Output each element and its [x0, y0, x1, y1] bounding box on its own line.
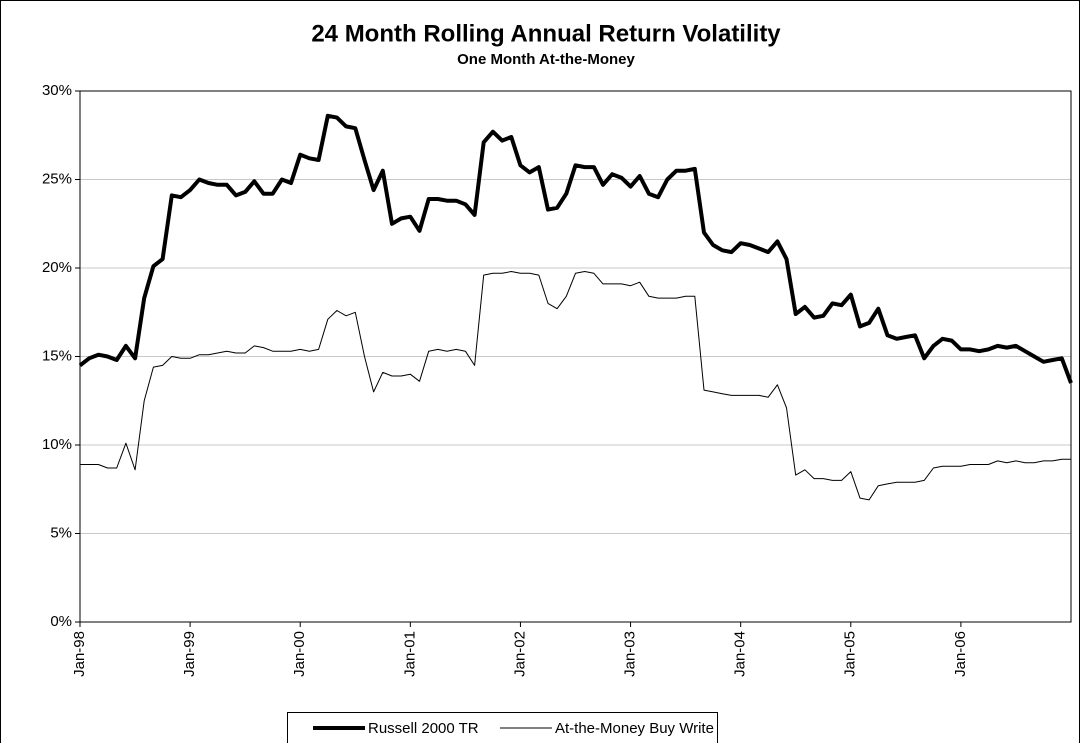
x-tick-label: Jan-05	[842, 631, 859, 677]
x-tick-label: Jan-01	[401, 631, 418, 677]
x-tick-label: Jan-03	[622, 631, 639, 677]
y-tick-label: 10%	[42, 436, 72, 453]
y-tick-label: 20%	[42, 259, 72, 276]
chart-title: 24 Month Rolling Annual Return Volatilit…	[311, 20, 781, 47]
y-tick-label: 5%	[50, 524, 72, 541]
legend-label: At-the-Money Buy Write	[555, 720, 714, 737]
y-tick-label: 30%	[42, 82, 72, 99]
legend-label: Russell 2000 TR	[368, 720, 479, 737]
chart-subtitle: One Month At-the-Money	[457, 51, 635, 68]
x-tick-label: Jan-02	[511, 631, 528, 677]
line-series	[80, 271, 1071, 501]
x-tick-label: Jan-98	[71, 631, 88, 677]
legend	[287, 712, 718, 743]
y-tick-label: 25%	[42, 170, 72, 187]
y-tick-label: 15%	[42, 347, 72, 364]
plot-area	[79, 90, 1072, 623]
x-tick-label: Jan-99	[181, 631, 198, 677]
x-tick-label: Jan-04	[732, 631, 749, 677]
x-tick-label: Jan-00	[291, 631, 308, 677]
y-tick-label: 0%	[50, 613, 72, 630]
x-tick-label: Jan-06	[952, 631, 969, 677]
line-series	[78, 113, 1073, 384]
